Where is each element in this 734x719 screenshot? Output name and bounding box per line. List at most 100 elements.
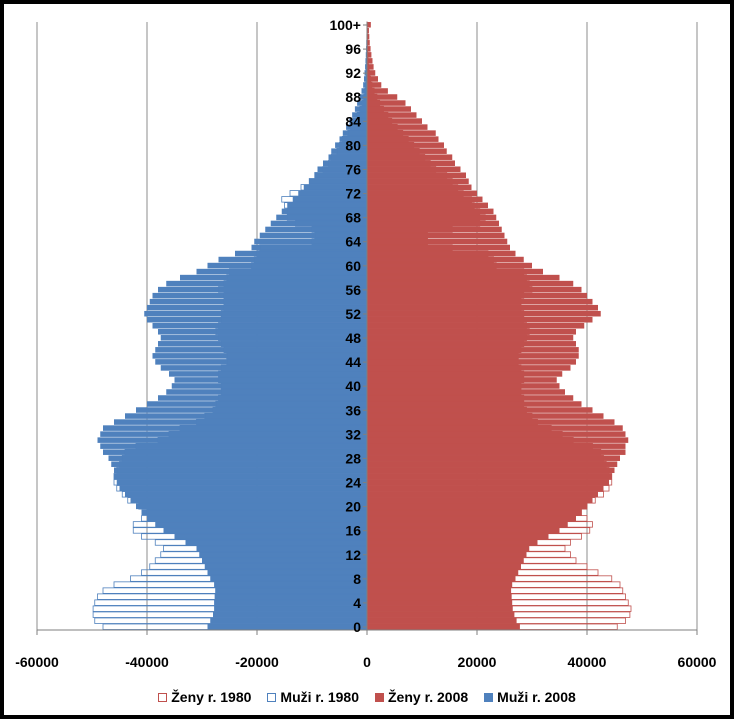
bar--eny-r-2008-age-67: [367, 220, 499, 227]
population-pyramid-chart: 0481216202428323640444852566064687276808…: [15, 17, 716, 670]
bar--eny-r-2008-age-60: [367, 262, 532, 269]
bar--eny-r-2008-age-37: [367, 401, 582, 407]
bar-mu-i-r-2008-age-67: [270, 220, 367, 227]
bar--eny-r-2008-age-72: [367, 190, 477, 197]
bar--eny-r-2008-age-85: [367, 112, 417, 118]
legend-label-zeny-2008: Ženy r. 2008: [388, 689, 469, 705]
bar--eny-r-2008-age-87: [367, 100, 406, 106]
bar--eny-r-2008-age-26: [367, 467, 615, 474]
bar--eny-r-2008-age-6: [367, 587, 512, 594]
bar--eny-r-2008-age-0: [367, 623, 520, 630]
bar-mu-i-r-2008-age-30: [100, 443, 367, 449]
bar--eny-r-2008-age-66: [367, 226, 502, 233]
bar-mu-i-r-2008-age-27: [111, 461, 367, 467]
bar--eny-r-2008-age-64: [367, 238, 508, 245]
bar--eny-r-2008-age-31: [367, 437, 629, 443]
age-tick-label: 40: [345, 378, 361, 394]
bar-mu-i-r-2008-age-56: [158, 286, 367, 293]
bar--eny-r-2008-age-3: [367, 605, 513, 612]
bar-mu-i-r-2008-age-39: [166, 389, 367, 395]
bar-mu-i-r-2008-age-6: [215, 587, 367, 594]
bar--eny-r-2008-age-40: [367, 383, 560, 389]
bar-mu-i-r-2008-age-19: [141, 509, 367, 516]
value-tick-label: 0: [363, 654, 371, 670]
bar--eny-r-2008-age-94: [367, 58, 373, 64]
value-tick-label: -20000: [235, 654, 279, 670]
bar--eny-r-2008-age-47: [367, 341, 576, 347]
age-tick-label: 36: [345, 402, 361, 418]
bar-mu-i-r-2008-age-62: [235, 250, 367, 257]
bar--eny-r-2008-age-50: [367, 322, 585, 329]
bar--eny-r-2008-age-19: [367, 509, 582, 516]
bar--eny-r-2008-age-33: [367, 425, 623, 431]
bar-mu-i-r-2008-age-84: [349, 118, 367, 124]
bar--eny-r-2008-age-32: [367, 431, 626, 437]
bar--eny-r-2008-age-89: [367, 88, 388, 94]
bar-mu-i-r-2008-age-72: [298, 190, 367, 197]
bar--eny-r-2008-age-45: [367, 353, 579, 359]
value-tick-label: 60000: [678, 654, 717, 670]
bar-mu-i-r-2008-age-74: [309, 178, 367, 185]
bar-mu-i-r-2008-age-60: [207, 262, 367, 269]
bar-mu-i-r-2008-age-65: [259, 232, 367, 239]
bar-mu-i-r-2008-age-18: [147, 515, 367, 522]
bar--eny-r-2008-age-53: [367, 304, 598, 311]
bar--eny-r-2008-age-2: [367, 611, 515, 618]
bar--eny-r-2008-age-23: [367, 485, 604, 492]
bar--eny-r-2008-age-71: [367, 196, 483, 203]
bar--eny-r-2008-age-41: [367, 377, 557, 383]
bar--eny-r-2008-age-95: [367, 52, 372, 58]
bar-mu-i-r-2008-age-38: [158, 395, 367, 401]
bar-mu-i-r-2008-age-52: [144, 310, 367, 317]
bar-mu-i-r-2008-age-73: [303, 184, 367, 191]
age-tick-labels: 0481216202428323640444852566064687276808…: [329, 17, 361, 635]
bar--eny-r-2008-age-92: [367, 70, 376, 76]
bar--eny-r-2008-age-49: [367, 329, 576, 335]
bar--eny-r-2008-age-15: [367, 533, 549, 540]
bar-mu-i-r-2008-age-9: [207, 569, 367, 576]
bar-mu-i-r-2008-age-16: [163, 527, 367, 534]
bar-mu-i-r-2008-age-35: [125, 413, 367, 419]
bar--eny-r-2008-age-9: [367, 569, 519, 576]
age-tick-label: 24: [345, 475, 361, 491]
chart-frame: 0 4 8 12 16 20 24 28 32 36 40 44 48 52 56 60 64 68 72 76 80 8…: [4, 4, 730, 715]
bar--eny-r-2008-age-79: [367, 148, 447, 154]
bar--eny-r-2008-age-20: [367, 503, 587, 510]
bar-mu-i-r-2008-age-4: [214, 599, 367, 606]
bar--eny-r-2008-age-56: [367, 286, 582, 293]
value-tick-label: 40000: [568, 654, 607, 670]
bar--eny-r-2008-age-96: [367, 46, 371, 52]
bar--eny-r-2008-age-51: [367, 316, 593, 323]
bar--eny-r-2008-age-46: [367, 347, 579, 353]
bar-mu-i-r-2008-age-80: [335, 142, 367, 148]
bar-mu-i-r-2008-age-14: [185, 539, 367, 546]
bar-mu-i-r-2008-age-70: [287, 202, 367, 209]
bar-mu-i-r-2008-age-45: [152, 353, 367, 359]
bar--eny-r-2008-age-61: [367, 256, 524, 263]
bar--eny-r-2008-age-57: [367, 280, 574, 287]
bar--eny-r-2008-age-81: [367, 136, 439, 142]
value-tick-labels: -60000 -40000 -20000 0 20000 40000 60000: [15, 654, 716, 670]
bar-mu-i-r-2008-age-17: [155, 521, 367, 528]
bar--eny-r-2008-age-12: [367, 551, 527, 558]
bar-mu-i-r-2008-age-78: [328, 154, 367, 160]
legend: Ženy r. 1980 Muži r. 1980 Ženy r. 2008 M…: [4, 685, 730, 709]
bar--eny-r-2008-age-17: [367, 521, 568, 528]
age-tick-label: 56: [345, 282, 361, 298]
age-tick-label: 20: [345, 499, 361, 515]
bar-mu-i-r-2008-age-21: [130, 497, 367, 504]
bar-mu-i-r-2008-age-61: [218, 256, 367, 263]
bar-mu-i-r-2008-age-50: [152, 322, 367, 329]
bar-mu-i-r-2008-age-59: [196, 268, 367, 275]
bar-mu-i-r-2008-age-1: [210, 617, 367, 624]
bar--eny-r-2008-age-77: [367, 160, 455, 166]
age-tick-label: 0: [353, 619, 361, 635]
bar--eny-r-2008-age-65: [367, 232, 505, 239]
bar-mu-i-r-2008-age-15: [174, 533, 367, 540]
bar--eny-r-2008-age-44: [367, 359, 576, 365]
bar-mu-i-r-2008-age-24: [116, 479, 367, 486]
bar--eny-r-2008-age-1: [367, 617, 517, 624]
legend-swatch-muzi-2008: [484, 692, 494, 702]
bar--eny-r-2008-age-76: [367, 166, 461, 173]
bar-mu-i-r-2008-age-11: [202, 557, 367, 564]
